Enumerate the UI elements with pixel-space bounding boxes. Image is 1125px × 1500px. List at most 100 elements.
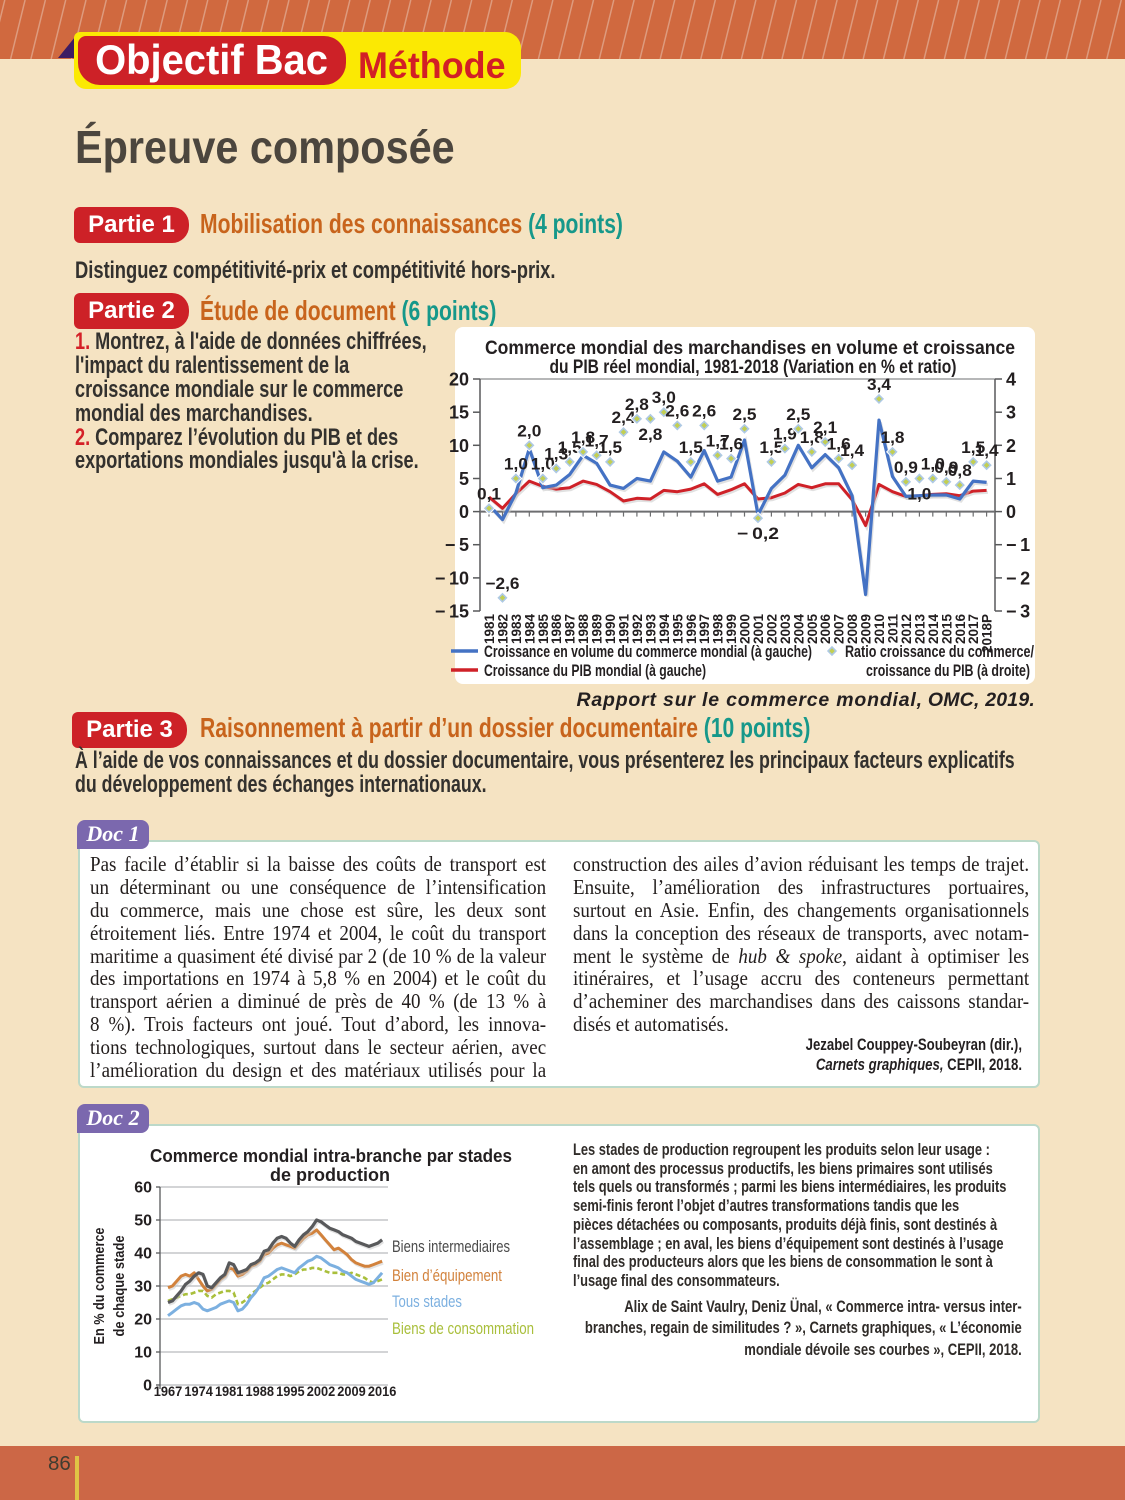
svg-text:0: 0 <box>143 1378 152 1395</box>
svg-text:40: 40 <box>134 1246 152 1263</box>
svg-text:2002: 2002 <box>764 614 779 644</box>
svg-text:− 15: − 15 <box>435 602 469 622</box>
svg-text:1,4: 1,4 <box>975 442 1000 460</box>
svg-text:2,4: 2,4 <box>612 409 637 427</box>
svg-text:1989: 1989 <box>590 614 605 644</box>
svg-text:Biens de consommation: Biens de consommation <box>392 1319 534 1338</box>
svg-text:1995: 1995 <box>670 614 685 645</box>
svg-text:1974: 1974 <box>184 1383 213 1399</box>
svg-text:2015: 2015 <box>939 614 954 645</box>
svg-text:2017: 2017 <box>966 614 981 644</box>
svg-text:1982: 1982 <box>496 614 511 644</box>
svg-text:1,5: 1,5 <box>961 439 985 457</box>
svg-text:1,6: 1,6 <box>827 436 851 454</box>
svg-text:1991: 1991 <box>617 614 632 645</box>
svg-text:1992: 1992 <box>630 614 645 644</box>
svg-text:1997: 1997 <box>697 614 712 644</box>
svg-text:En % du commerce: En % du commerce <box>91 1228 108 1345</box>
svg-text:0,9: 0,9 <box>934 459 958 477</box>
svg-text:de production: de production <box>270 1164 390 1185</box>
svg-text:1,0: 1,0 <box>504 456 528 474</box>
svg-text:− 3: − 3 <box>1006 602 1030 622</box>
svg-text:−2,6: −2,6 <box>486 575 520 593</box>
svg-text:2002: 2002 <box>307 1383 336 1399</box>
svg-text:2,6: 2,6 <box>665 402 689 420</box>
svg-text:1983: 1983 <box>509 614 524 645</box>
svg-text:− 1: − 1 <box>1006 535 1030 555</box>
svg-text:1998: 1998 <box>711 614 726 645</box>
svg-text:1985: 1985 <box>536 614 551 645</box>
svg-text:2013: 2013 <box>912 614 927 645</box>
svg-text:2007: 2007 <box>832 614 847 644</box>
svg-text:− 5: − 5 <box>445 535 469 555</box>
svg-text:2016: 2016 <box>368 1383 397 1399</box>
svg-text:Croissance du PIB mondial (à g: Croissance du PIB mondial (à gauche) <box>484 661 706 680</box>
svg-text:1967: 1967 <box>154 1383 183 1399</box>
svg-text:1,0: 1,0 <box>531 456 555 474</box>
svg-text:50: 50 <box>134 1213 152 1230</box>
svg-text:Croissance en volume du commer: Croissance en volume du commerce mondial… <box>484 642 812 661</box>
svg-text:1994: 1994 <box>657 614 672 645</box>
svg-text:− 10: − 10 <box>435 568 469 588</box>
svg-text:2: 2 <box>1006 436 1016 456</box>
svg-text:0: 0 <box>1006 502 1016 522</box>
svg-text:de chaque stade: de chaque stade <box>111 1236 128 1337</box>
svg-text:1986: 1986 <box>549 614 564 645</box>
svg-text:1995: 1995 <box>276 1383 305 1399</box>
svg-text:2,8: 2,8 <box>638 426 662 444</box>
svg-text:4: 4 <box>1006 370 1016 390</box>
svg-text:du PIB réel mondial, 1981-2018: du PIB réel mondial, 1981-2018 (Variatio… <box>550 357 957 378</box>
svg-text:Commerce mondial intra-branche: Commerce mondial intra-branche par stade… <box>150 1145 512 1166</box>
svg-text:croissance du PIB (à droite): croissance du PIB (à droite) <box>866 661 1030 680</box>
svg-text:2012: 2012 <box>899 614 914 644</box>
svg-text:10: 10 <box>134 1345 152 1362</box>
svg-text:1987: 1987 <box>563 614 578 644</box>
svg-text:2018P: 2018P <box>980 614 995 653</box>
svg-text:− 0,2: − 0,2 <box>737 525 779 543</box>
svg-text:1999: 1999 <box>724 614 739 644</box>
svg-text:0,1: 0,1 <box>477 485 501 503</box>
svg-text:1,5: 1,5 <box>759 439 783 457</box>
svg-text:1,6: 1,6 <box>719 436 743 454</box>
svg-text:2006: 2006 <box>818 614 833 645</box>
svg-text:1,9: 1,9 <box>773 426 797 444</box>
svg-text:1,0: 1,0 <box>921 456 945 474</box>
svg-text:1,5: 1,5 <box>598 439 622 457</box>
svg-text:3,0: 3,0 <box>652 389 676 407</box>
svg-text:2016: 2016 <box>953 614 968 645</box>
svg-text:2001: 2001 <box>751 614 766 645</box>
svg-text:3: 3 <box>1006 403 1016 423</box>
svg-text:2,8: 2,8 <box>625 396 649 414</box>
svg-text:1,8: 1,8 <box>881 429 905 447</box>
svg-text:2005: 2005 <box>805 614 820 645</box>
svg-text:1,5: 1,5 <box>679 439 703 457</box>
svg-text:2004: 2004 <box>791 614 806 645</box>
svg-text:1,0: 1,0 <box>907 486 931 504</box>
svg-text:2011: 2011 <box>886 614 901 644</box>
svg-text:2009: 2009 <box>859 614 874 644</box>
svg-text:1981: 1981 <box>482 614 497 645</box>
svg-text:2,5: 2,5 <box>733 406 757 424</box>
svg-text:2014: 2014 <box>926 614 941 645</box>
svg-text:− 2: − 2 <box>1006 568 1030 588</box>
svg-text:1988: 1988 <box>246 1383 275 1399</box>
svg-text:2010: 2010 <box>872 614 887 644</box>
svg-text:5: 5 <box>459 469 469 489</box>
svg-text:20: 20 <box>449 370 469 390</box>
svg-text:2003: 2003 <box>778 614 793 645</box>
svg-text:1,8: 1,8 <box>571 429 595 447</box>
svg-text:1993: 1993 <box>643 614 658 645</box>
svg-text:3,4: 3,4 <box>867 376 892 394</box>
svg-text:2,6: 2,6 <box>692 402 716 420</box>
svg-text:Bien d’équipement: Bien d’équipement <box>392 1266 502 1285</box>
svg-text:1981: 1981 <box>215 1383 244 1399</box>
svg-text:10: 10 <box>449 436 469 456</box>
svg-text:2008: 2008 <box>845 614 860 645</box>
svg-text:0,9: 0,9 <box>894 459 918 477</box>
svg-text:2009: 2009 <box>337 1383 366 1399</box>
svg-text:15: 15 <box>449 403 469 423</box>
svg-text:Commerce mondial des marchandi: Commerce mondial des marchandises en vol… <box>485 338 1015 359</box>
svg-text:2,1: 2,1 <box>813 419 837 437</box>
svg-text:Ratio croissance du commerce/: Ratio croissance du commerce/ <box>845 642 1034 661</box>
svg-text:1,4: 1,4 <box>840 442 865 460</box>
